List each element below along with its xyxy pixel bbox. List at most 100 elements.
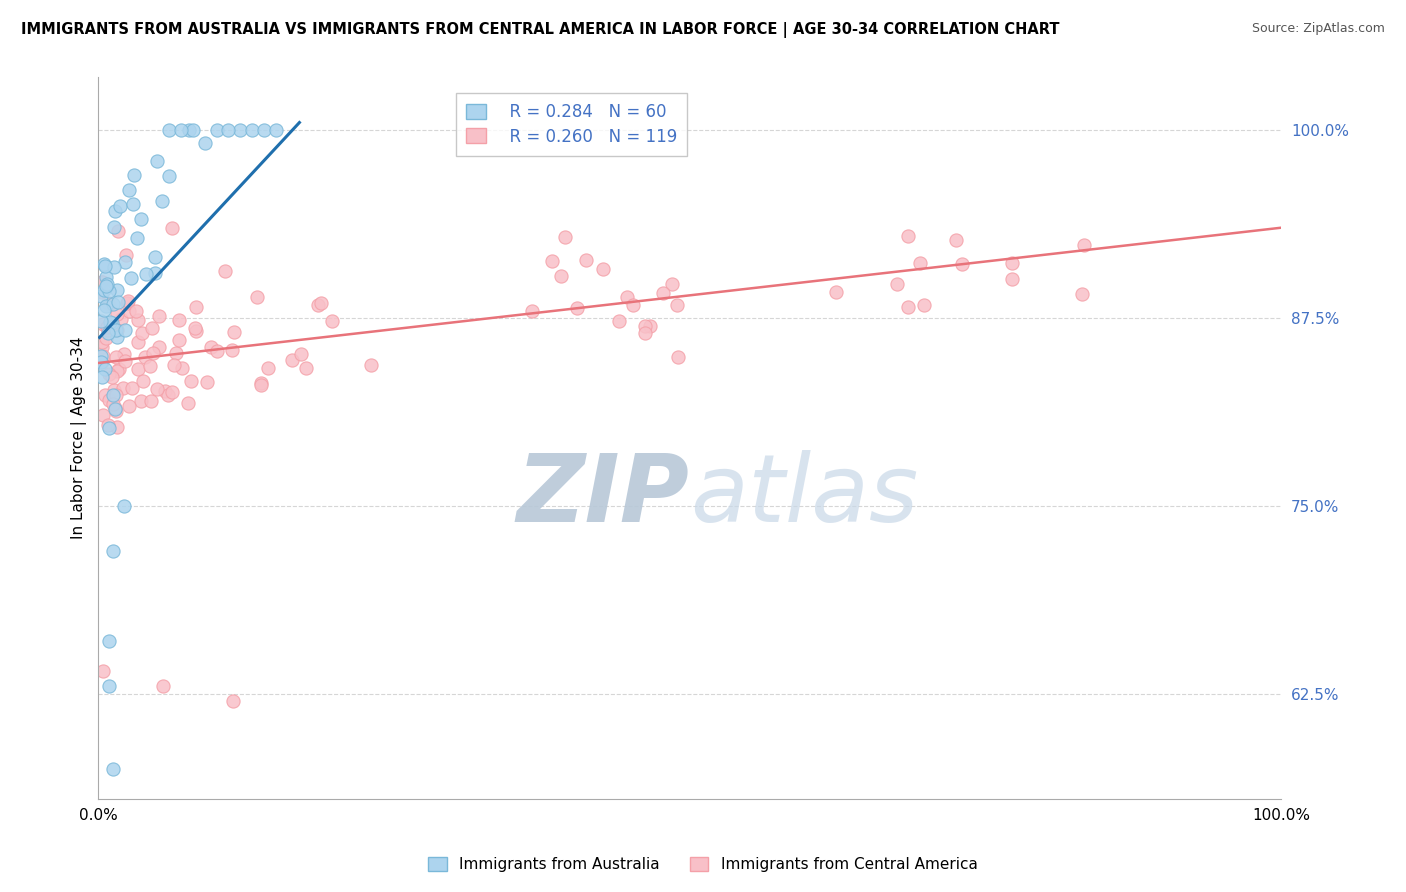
- Point: [575, 253, 598, 268]
- Point: [195, 375, 218, 389]
- Point: [1070, 286, 1092, 301]
- Point: [93, 283, 115, 297]
- Point: [107, 224, 129, 238]
- Point: [127, 362, 149, 376]
- Point: [607, 314, 630, 328]
- Point: [91, 317, 114, 331]
- Point: [565, 301, 588, 315]
- Point: [360, 358, 382, 372]
- Point: [141, 320, 163, 334]
- Point: [824, 285, 846, 299]
- Point: [97, 634, 120, 648]
- Point: [290, 347, 312, 361]
- Point: [221, 343, 243, 358]
- Point: [177, 123, 200, 137]
- Point: [94, 279, 117, 293]
- Point: [97, 323, 120, 337]
- Text: IMMIGRANTS FROM AUSTRALIA VS IMMIGRANTS FROM CENTRAL AMERICA IN LABOR FORCE | AG: IMMIGRANTS FROM AUSTRALIA VS IMMIGRANTS …: [21, 22, 1060, 38]
- Point: [295, 361, 318, 376]
- Point: [112, 346, 135, 360]
- Point: [103, 388, 125, 402]
- Point: [152, 679, 174, 693]
- Point: [98, 367, 121, 381]
- Point: [90, 354, 112, 368]
- Point: [131, 326, 153, 341]
- Point: [214, 264, 236, 278]
- Point: [90, 335, 112, 350]
- Point: [115, 295, 138, 310]
- Point: [101, 316, 124, 330]
- Point: [170, 123, 193, 137]
- Point: [98, 285, 121, 299]
- Point: [616, 290, 638, 304]
- Point: [897, 229, 920, 244]
- Point: [105, 307, 128, 321]
- Point: [205, 123, 228, 137]
- Point: [122, 169, 145, 183]
- Point: [96, 319, 118, 334]
- Point: [104, 401, 127, 416]
- Point: [101, 543, 124, 558]
- Point: [107, 295, 129, 310]
- Point: [146, 382, 169, 396]
- Point: [157, 123, 180, 137]
- Point: [146, 154, 169, 169]
- Point: [90, 370, 112, 384]
- Point: [90, 289, 112, 303]
- Point: [108, 361, 131, 376]
- Point: [184, 300, 207, 314]
- Point: [153, 384, 176, 398]
- Text: atlas: atlas: [690, 450, 918, 541]
- Point: [115, 247, 138, 261]
- Point: [97, 326, 120, 341]
- Point: [229, 123, 252, 137]
- Point: [96, 270, 118, 285]
- Point: [246, 290, 269, 304]
- Point: [125, 231, 148, 245]
- Point: [90, 349, 112, 363]
- Point: [148, 340, 170, 354]
- Point: [945, 233, 967, 247]
- Point: [94, 299, 117, 313]
- Point: [135, 267, 157, 281]
- Point: [117, 293, 139, 308]
- Point: [125, 303, 148, 318]
- Point: [90, 276, 112, 290]
- Point: [912, 298, 935, 312]
- Point: [307, 298, 329, 312]
- Point: [157, 169, 180, 184]
- Point: [131, 212, 153, 227]
- Point: [122, 196, 145, 211]
- Point: [103, 220, 125, 235]
- Point: [169, 333, 191, 347]
- Point: [897, 300, 920, 314]
- Point: [105, 351, 128, 365]
- Point: [114, 354, 136, 368]
- Point: [253, 123, 276, 137]
- Point: [112, 381, 135, 395]
- Point: [240, 123, 263, 137]
- Point: [121, 381, 143, 395]
- Point: [90, 355, 112, 369]
- Text: ZIP: ZIP: [517, 450, 690, 541]
- Point: [110, 312, 132, 326]
- Point: [90, 285, 112, 299]
- Point: [105, 363, 128, 377]
- Point: [165, 346, 187, 360]
- Point: [908, 256, 931, 270]
- Point: [886, 277, 908, 291]
- Point: [104, 404, 127, 418]
- Point: [118, 183, 141, 197]
- Point: [101, 370, 124, 384]
- Point: [134, 350, 156, 364]
- Point: [176, 396, 198, 410]
- Point: [634, 319, 657, 334]
- Point: [141, 393, 163, 408]
- Point: [651, 285, 673, 300]
- Point: [103, 260, 125, 274]
- Point: [170, 361, 193, 376]
- Point: [200, 340, 222, 354]
- Point: [321, 313, 343, 327]
- Point: [97, 393, 120, 408]
- Point: [1001, 255, 1024, 269]
